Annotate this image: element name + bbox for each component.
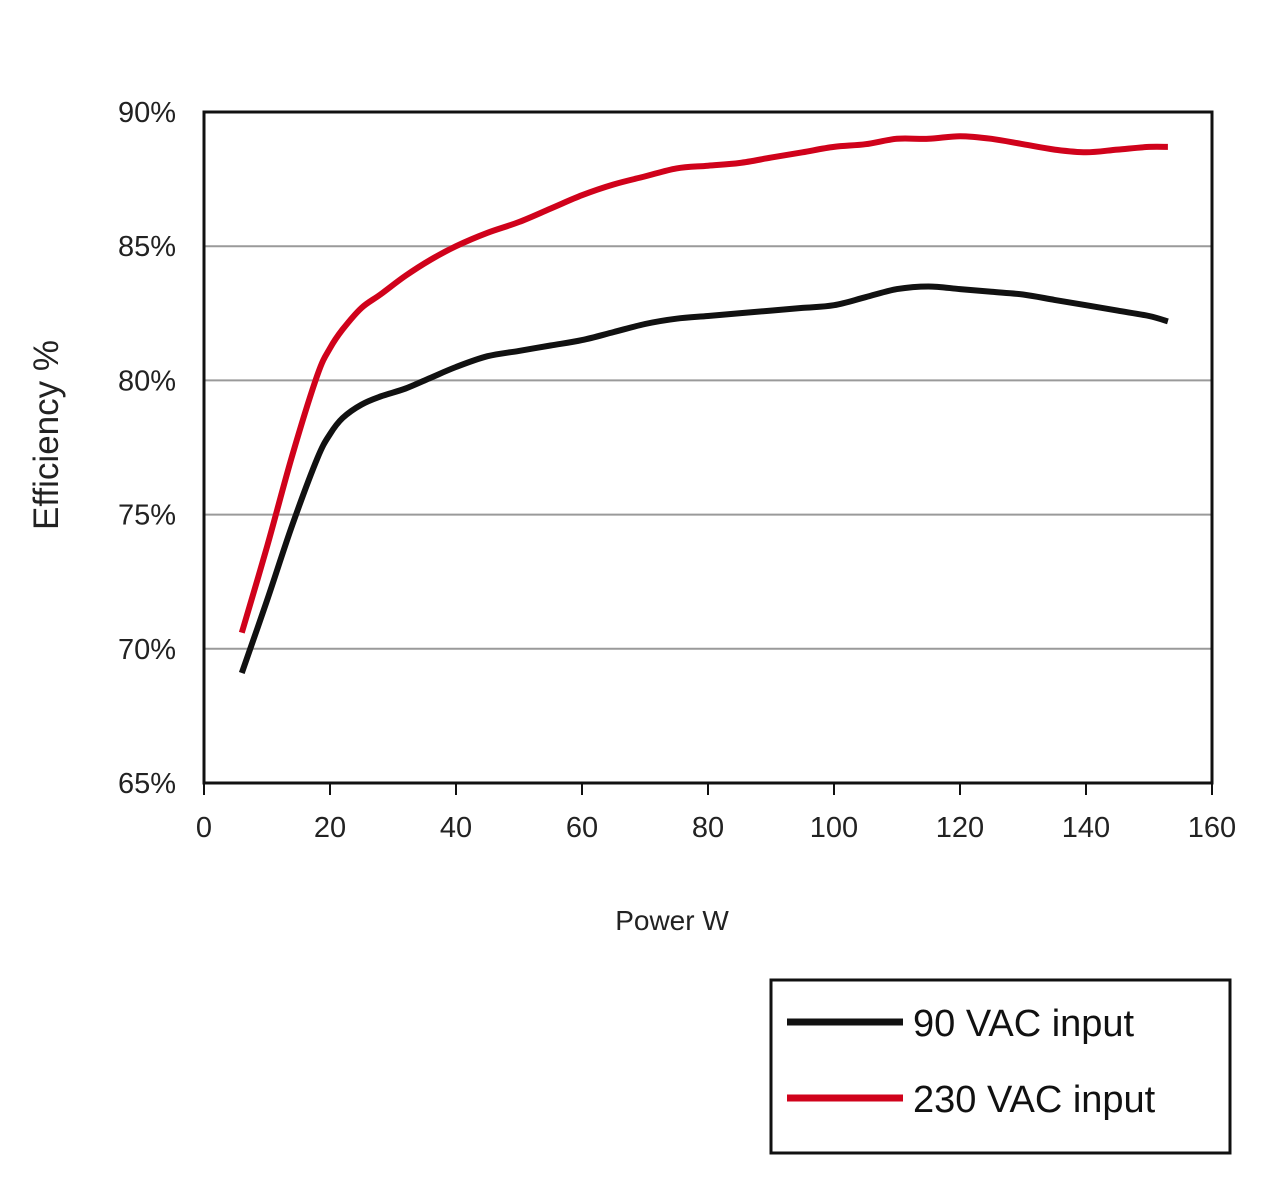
series-line-230-vac-input [238, 133, 1168, 634]
plot-frame [202, 110, 1214, 785]
x-tick-label: 120 [936, 812, 984, 844]
y-axis-title: Efficiency % [27, 340, 66, 530]
x-axis-title: Power W [615, 905, 729, 936]
legend-box [769, 978, 1232, 1155]
legend-label: 90 VAC input [913, 1003, 1135, 1045]
x-tick-label: 20 [314, 812, 346, 844]
y-tick-label: 70% [118, 634, 176, 666]
x-tick-label: 140 [1062, 812, 1110, 844]
legend-label: 230 VAC input [913, 1079, 1156, 1121]
y-tick-label: 85% [118, 231, 176, 263]
x-tick-label: 100 [810, 812, 858, 844]
y-tick-label: 80% [118, 365, 176, 397]
x-tick-label: 0 [196, 812, 212, 844]
y-tick-label: 90% [118, 97, 176, 129]
y-tick-label: 65% [118, 768, 176, 800]
axis-ticks: 65% 70% 75% 80% 85% 90% 0 20 40 60 80 100 120 140 160 [118, 97, 1236, 844]
y-tick-label: 75% [118, 500, 176, 532]
grid-lines [204, 245, 1212, 650]
x-tick-label: 60 [566, 812, 598, 844]
x-tick-label: 160 [1188, 812, 1236, 844]
legend: 90 VAC input 230 VAC input [769, 978, 1232, 1155]
x-tick-label: 40 [440, 812, 472, 844]
series-line-90-vac-input [238, 283, 1169, 674]
x-tick-label: 80 [692, 812, 724, 844]
series-lines [238, 133, 1169, 674]
